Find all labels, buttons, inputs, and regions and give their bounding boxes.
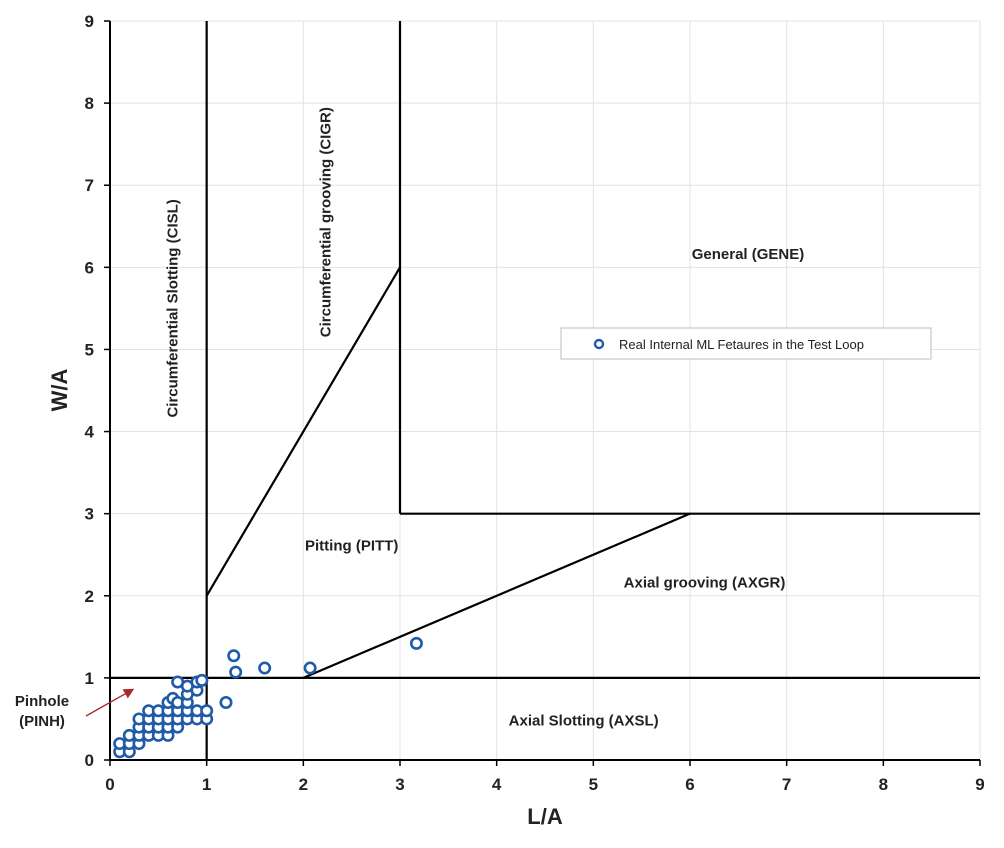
data-point: [303, 661, 317, 675]
y-axis-title: W/A: [47, 369, 72, 412]
x-tick-label: 6: [685, 775, 694, 794]
x-tick-label: 7: [782, 775, 791, 794]
y-tick-label: 9: [85, 12, 94, 31]
x-tick-label: 0: [105, 775, 114, 794]
x-tick-label: 5: [589, 775, 598, 794]
x-tick-label: 4: [492, 775, 502, 794]
grid: [110, 20, 981, 760]
data-point: [229, 665, 243, 679]
axes: [104, 20, 981, 766]
x-tick-label: 2: [299, 775, 308, 794]
y-tick-label: 4: [85, 423, 95, 442]
region-label-cigr: Circumferential grooving (CIGR): [317, 107, 334, 337]
x-tick-label: 3: [395, 775, 404, 794]
legend-label: Real Internal ML Fetaures in the Test Lo…: [619, 337, 864, 352]
y-tick-label: 3: [85, 505, 94, 524]
region-label-axsl: Axial Slotting (AXSL): [509, 713, 659, 730]
data-point: [195, 673, 209, 687]
y-tick-label: 8: [85, 94, 94, 113]
region-label-cisl: Circumferential Slotting (CISL): [165, 199, 182, 417]
x-axis-title: L/A: [527, 804, 563, 829]
x-tick-label: 9: [975, 775, 984, 794]
region-label-axgr: Axial grooving (AXGR): [624, 575, 786, 592]
data-point: [200, 704, 214, 718]
y-tick-label: 0: [85, 751, 94, 770]
data-point: [227, 649, 241, 663]
annotations: Pinhole (PINH): [15, 688, 135, 730]
legend-marker: [593, 338, 605, 350]
data-point: [258, 661, 272, 675]
tick-labels: 0 1 2 3 4 5 6 7 8 9 0 1 2 3 4 5 6 7 8 9: [85, 12, 985, 794]
pinhole-arrow: [85, 688, 135, 717]
y-tick-label: 1: [85, 669, 94, 688]
region-boundaries: [110, 21, 980, 760]
y-tick-label: 7: [85, 176, 94, 195]
y-tick-label: 6: [85, 258, 94, 277]
data-points: [113, 636, 423, 759]
boundary-line: [302, 512, 691, 679]
x-tick-label: 1: [202, 775, 211, 794]
y-tick-label: 5: [85, 340, 94, 359]
pinhole-label-line: Pinhole: [15, 693, 69, 710]
data-point: [409, 636, 423, 650]
x-tick-label: 8: [879, 775, 888, 794]
legend-box: [560, 327, 932, 360]
region-label-pitt: Pitting (PITT): [305, 538, 398, 555]
region-labels: Circumferential Slotting (CISL) Circumfer…: [165, 107, 805, 729]
region-label-gene: General (GENE): [692, 246, 805, 263]
data-point: [219, 696, 233, 710]
pinhole-label-line: (PINH): [19, 713, 65, 730]
legend: Real Internal ML Fetaures in the Test Lo…: [560, 327, 932, 360]
boundary-line: [205, 266, 401, 597]
y-tick-label: 2: [85, 587, 94, 606]
